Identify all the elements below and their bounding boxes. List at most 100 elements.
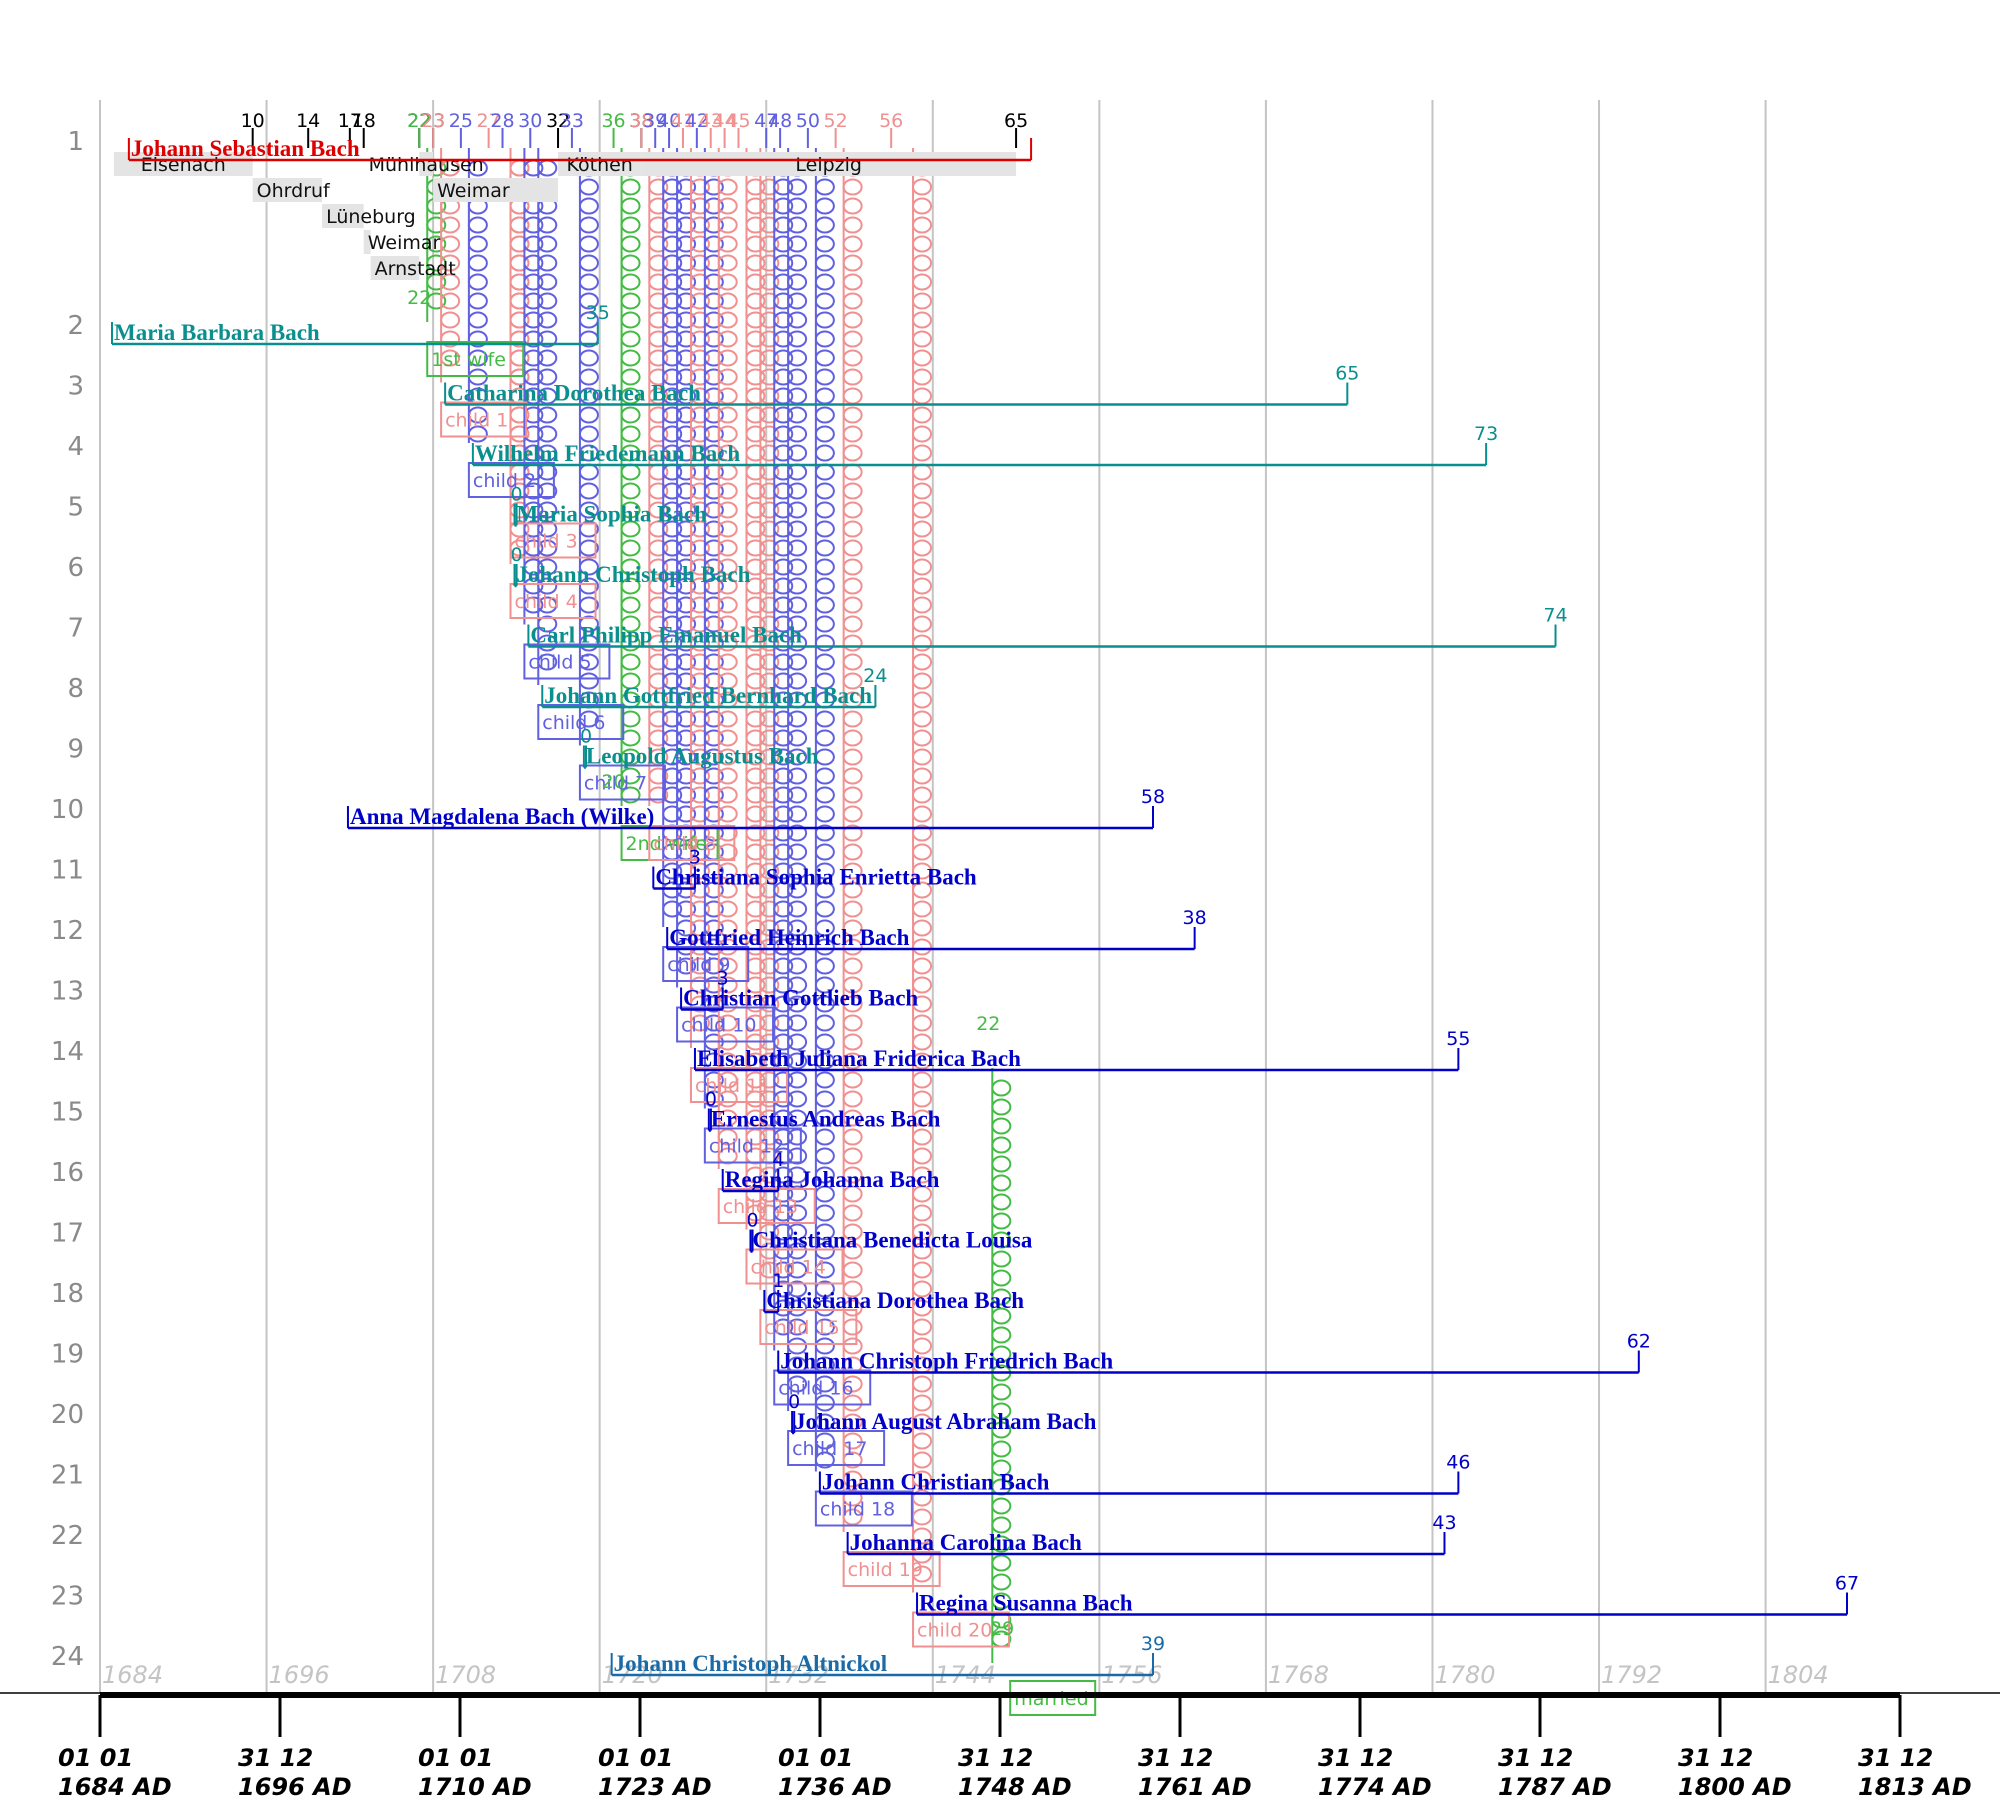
chain-loop: [912, 1052, 933, 1070]
chain-loop: [717, 273, 738, 291]
chain-loop: [426, 216, 447, 234]
chain-loop: [689, 444, 710, 462]
chain-loop: [537, 216, 558, 234]
chain-loop: [662, 178, 683, 196]
chain-loop: [578, 615, 599, 633]
chain-loop: [717, 957, 738, 975]
chain-loop: [620, 672, 641, 690]
chain-loop: [842, 558, 863, 576]
chain-loop: [773, 634, 794, 652]
chain-loop: [662, 330, 683, 348]
chain-loop: [509, 311, 530, 329]
chain-loop: [703, 444, 724, 462]
person-name: Catharina Dorothea Bach: [447, 381, 701, 406]
chain-loop: [703, 596, 724, 614]
chain-loop: [648, 197, 669, 215]
chain-loop: [759, 615, 780, 633]
chain-loop: [814, 1318, 835, 1336]
chain-loop: [912, 1375, 933, 1393]
chain-loop: [787, 900, 808, 918]
chain-loop: [814, 1223, 835, 1241]
chain-loop: [787, 444, 808, 462]
chain-loop: [578, 558, 599, 576]
chain-loop: [842, 653, 863, 671]
chain-loop: [787, 254, 808, 272]
chain-loop: [523, 292, 544, 310]
relation-box-label: child 1: [445, 410, 508, 432]
chain-loop: [787, 1223, 808, 1241]
chain-loop: [787, 406, 808, 424]
chain-loop: [773, 1299, 794, 1317]
chain-loop: [991, 1079, 1012, 1097]
chain-loop: [717, 539, 738, 557]
relation-box-label: child 17: [792, 1438, 867, 1460]
chain-loop: [842, 805, 863, 823]
chain-loop: [676, 406, 697, 424]
chain-loop: [842, 919, 863, 937]
chain-loop: [814, 235, 835, 253]
chain-loop: [703, 368, 724, 386]
chain-loop: [689, 520, 710, 538]
marriage-age-label: 22: [407, 287, 431, 309]
chain-loop: [662, 425, 683, 443]
chain-loop: [773, 615, 794, 633]
chain-loop: [703, 767, 724, 785]
chain-loop: [662, 558, 683, 576]
chain-loop: [523, 520, 544, 538]
chain-loop: [787, 1375, 808, 1393]
chain-loop: [676, 881, 697, 899]
age-mark-label: 38: [629, 110, 653, 132]
chain-loop: [773, 1090, 794, 1108]
chain-loop: [745, 406, 766, 424]
chain-loop: [620, 539, 641, 557]
chain-loop: [773, 349, 794, 367]
chain-loop: [814, 368, 835, 386]
chain-loop: [759, 843, 780, 861]
chain-loop: [717, 463, 738, 481]
chain-loop: [662, 767, 683, 785]
chain-loop: [440, 349, 461, 367]
age-mark-label: 44: [713, 110, 737, 132]
row-number: 11: [51, 856, 84, 886]
chain-loop: [689, 254, 710, 272]
chain-loop: [842, 216, 863, 234]
chain-loop: [912, 197, 933, 215]
row-number: 22: [51, 1521, 84, 1551]
relation-box: [537, 704, 625, 740]
chain-loop: [759, 292, 780, 310]
chain-loop: [773, 539, 794, 557]
chain-loop: [787, 558, 808, 576]
relation-box-label: child 14: [750, 1257, 825, 1279]
chain-loop: [717, 197, 738, 215]
chain-loop: [578, 197, 599, 215]
chain-loop: [773, 216, 794, 234]
chain-loop: [814, 615, 835, 633]
relation-box: [703, 1127, 802, 1164]
chain-loop: [717, 615, 738, 633]
chain-loop: [773, 1318, 794, 1336]
chain-loop: [773, 482, 794, 500]
chain-loop: [842, 254, 863, 272]
chain-loop: [676, 501, 697, 519]
chain-loop: [912, 862, 933, 880]
chain-loop: [787, 273, 808, 291]
relation-box-label: child 13: [723, 1196, 798, 1218]
chain-loop: [991, 1421, 1012, 1439]
chain-loop: [773, 577, 794, 595]
chain-loop: [662, 539, 683, 557]
chain-loop: [689, 672, 710, 690]
chain-loop: [759, 653, 780, 671]
chain-loop: [662, 653, 683, 671]
chain-loop: [912, 1128, 933, 1146]
chain-loop: [759, 767, 780, 785]
marriage-age-label: 29: [990, 1618, 1014, 1640]
chain-loop: [717, 1109, 738, 1127]
chain-loop: [787, 178, 808, 196]
chain-loop: [759, 444, 780, 462]
chain-loop: [787, 349, 808, 367]
chain-loop: [426, 254, 447, 272]
place-label: Ohrdruf: [257, 180, 331, 202]
chain-loop: [578, 425, 599, 443]
place-bar: [370, 256, 420, 280]
chain-loop: [537, 482, 558, 500]
